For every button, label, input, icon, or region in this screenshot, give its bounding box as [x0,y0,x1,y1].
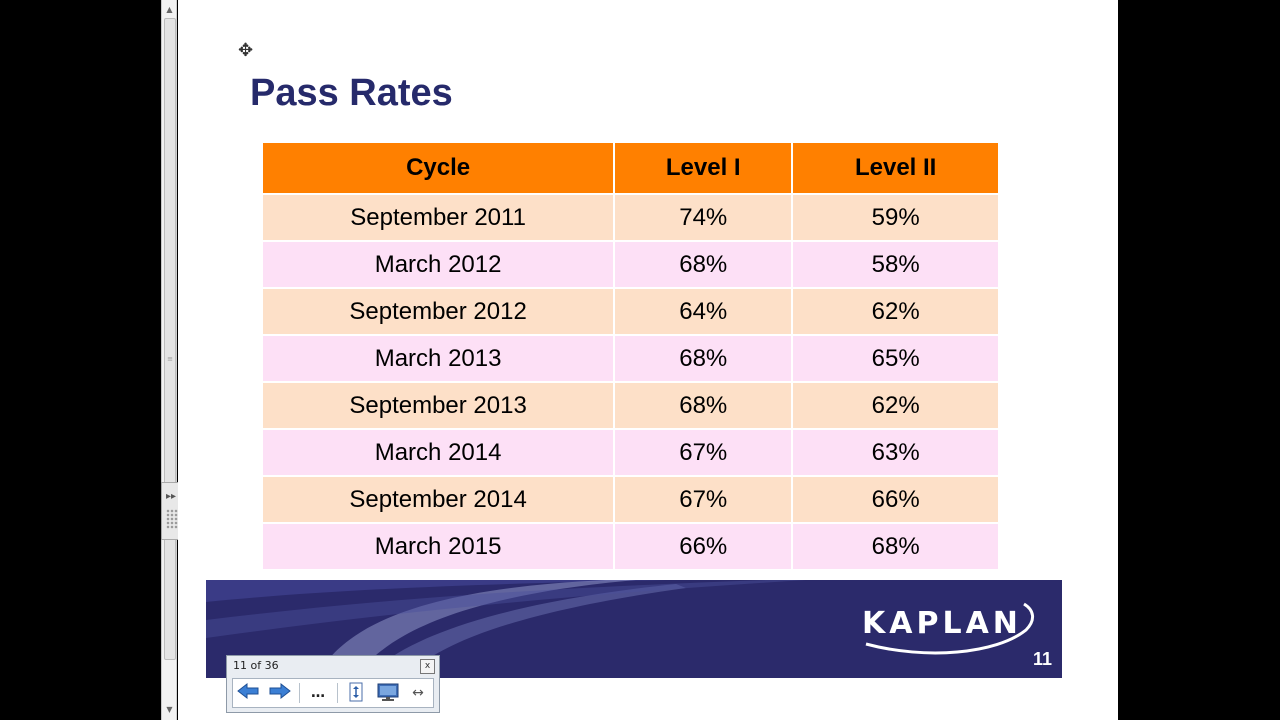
level-2-cell: 62% [792,381,998,429]
slide-title: Pass Rates [250,72,453,114]
table-row: September 2014 67% 66% [263,475,998,523]
level-2-cell: 59% [792,193,998,241]
table-row: September 2012 64% 62% [263,287,998,335]
slide-page-number: 11 [1032,649,1052,669]
fit-width-button[interactable]: ↔ [405,682,431,704]
fit-width-icon: ↔ [412,685,424,701]
slide-canvas: ✥ Pass Rates Cycle Level I Level II Sept… [178,0,1118,720]
toolbar-separator [337,683,338,703]
cycle-cell: March 2012 [263,240,616,288]
cycle-cell: September 2014 [263,475,616,523]
level-2-cell: 66% [792,475,998,523]
previous-slide-button[interactable] [235,682,261,704]
level-1-cell: 66% [614,522,794,569]
level-2-cell: 58% [792,240,998,288]
more-options-button[interactable]: … [305,682,331,704]
level-1-cell: 67% [614,475,794,523]
grip-icon: ≡ [167,355,173,363]
table-row: March 2013 68% 65% [263,334,998,382]
slideshow-button[interactable] [375,682,401,704]
cycle-cell: September 2012 [263,287,616,335]
move-cursor-icon: ✥ [238,40,254,61]
toolbar-separator [299,683,300,703]
cycle-cell: March 2014 [263,428,616,476]
cycle-cell: September 2013 [263,381,616,429]
scroll-thumb[interactable]: ≡ [164,18,176,660]
next-slide-button[interactable] [267,682,293,704]
footer-banner: KAPLAN 11 [206,580,1062,678]
scroll-down-arrow-icon[interactable]: ▼ [166,705,173,714]
slide-counter: 11 of 36 [233,659,279,672]
level-1-cell: 64% [614,287,794,335]
ellipsis-icon: … [311,685,325,701]
level-1-cell: 68% [614,240,794,288]
grip-dots-icon [166,509,180,529]
table-header-row: Cycle Level I Level II [263,143,998,194]
level-1-cell: 68% [614,381,794,429]
slide-navigator-panel: 11 of 36 x … [226,655,440,713]
table-row: September 2013 68% 62% [263,381,998,429]
table-row: September 2011 74% 59% [263,193,998,241]
arrow-right-icon [269,682,291,700]
close-icon[interactable]: x [420,659,435,674]
navigator-toolbar: … ↔ [232,678,434,708]
navigator-header: 11 of 36 x [227,656,439,676]
fit-height-icon [349,682,363,702]
table-row: March 2012 68% 58% [263,240,998,288]
expand-panel-icon: ▸▸ [166,491,177,502]
kaplan-logo: KAPLAN [862,606,1022,641]
vertical-scrollbar[interactable]: ▲ ≡ ▼ [161,0,177,720]
level-2-cell: 68% [792,522,998,569]
level-1-cell: 68% [614,334,794,382]
cycle-cell: March 2013 [263,334,616,382]
table-row: March 2015 66% 68% [263,522,998,569]
level-2-cell: 63% [792,428,998,476]
cycle-cell: March 2015 [263,522,616,569]
level-2-cell: 62% [792,287,998,335]
header-level-1: Level I [614,143,794,194]
arrow-left-icon [237,682,259,700]
fit-height-button[interactable] [343,682,369,704]
level-1-cell: 74% [614,193,794,241]
monitor-icon [377,683,399,701]
level-1-cell: 67% [614,428,794,476]
header-cycle: Cycle [263,143,616,194]
pass-rates-table: Cycle Level I Level II September 2011 74… [263,143,998,569]
level-2-cell: 65% [792,334,998,382]
cycle-cell: September 2011 [263,193,616,241]
scroll-up-arrow-icon[interactable]: ▲ [166,5,173,14]
header-level-2: Level II [792,143,998,194]
table-row: March 2014 67% 63% [263,428,998,476]
